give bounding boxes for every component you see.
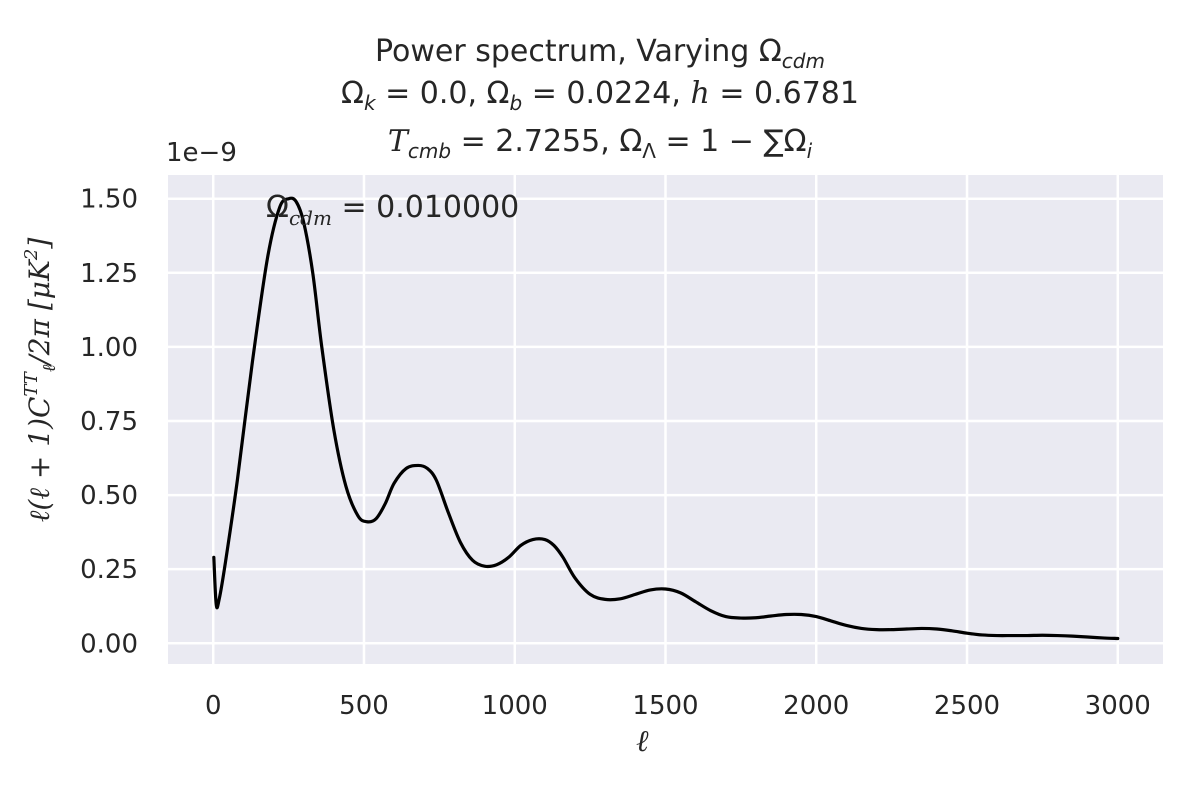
y-tick-label: 0.75 [80, 407, 138, 437]
omega-b-symbol: Ω [486, 76, 510, 111]
h-value: = 0.6781 [709, 76, 859, 111]
y-label-sup2: 2 [21, 248, 42, 261]
omega-lambda-symbol: Ω [619, 124, 643, 159]
title-text: Power spectrum, Varying Ω [375, 34, 782, 69]
x-tick-label: 1000 [482, 691, 548, 721]
y-label-part: ℓ(ℓ + 1)C [23, 396, 56, 523]
y-label-sub: ℓ [39, 364, 60, 373]
x-tick-label: 1500 [632, 691, 698, 721]
x-tick-label: 500 [339, 691, 389, 721]
omega-b-subscript: b [509, 91, 523, 115]
title-line-3: Tcmb = 2.7255, ΩΛ = 1 − ∑Ωi [0, 124, 1200, 161]
x-tick-labels: 0 500 1000 1500 2000 2500 3000 [205, 691, 1151, 721]
t-value: = 2.7255, [451, 124, 620, 159]
y-label-part2: /2π [μK [23, 260, 56, 365]
y-label-part3: ] [23, 237, 56, 249]
x-tick-label: 3000 [1085, 691, 1151, 721]
y-axis-label-wrap: ℓ(ℓ + 1)CTTℓ/2π [μK2] [20, 160, 60, 600]
y-tick-label: 1.00 [80, 333, 138, 363]
omega-b-value: = 0.0224, [522, 76, 691, 111]
omega-lambda-value: = 1 − ∑Ω [655, 124, 807, 159]
annotation-symbol: Ω [266, 190, 289, 225]
y-tick-labels: 0.00 0.25 0.50 0.75 1.00 1.25 1.50 [80, 185, 138, 660]
omega-k-subscript: k [363, 91, 376, 115]
grid [168, 175, 1163, 664]
annotation-value: = 0.010000 [331, 190, 520, 225]
series-line [212, 196, 1120, 641]
sum-subscript: i [806, 139, 813, 163]
y-tick-label: 1.25 [80, 259, 138, 289]
y-axis-label: ℓ(ℓ + 1)CTTℓ/2π [μK2] [21, 237, 60, 523]
x-axis-label: ℓ [636, 724, 649, 759]
title-subscript: cdm [781, 49, 825, 73]
x-tick-label: 2000 [783, 691, 849, 721]
x-tick-label: 0 [205, 691, 222, 721]
h-symbol: h [690, 76, 710, 111]
y-tick-label: 1.50 [80, 185, 138, 215]
title-line-1: Power spectrum, Varying Ωcdm [0, 34, 1200, 71]
t-symbol: T [387, 124, 408, 159]
title-line-2: Ωk = 0.0, Ωb = 0.0224, h = 0.6781 [0, 76, 1200, 113]
y-tick-label: 0.50 [80, 481, 138, 511]
omega-k-symbol: Ω [341, 76, 364, 111]
y-label-sup: TT [21, 372, 42, 397]
t-subscript: cmb [407, 139, 452, 163]
y-axis-multiplier: 1e−9 [166, 138, 237, 168]
omega-k-value: = 0.0, [375, 76, 487, 111]
x-tick-label: 2500 [934, 691, 1000, 721]
annotation-subscript: cdm [288, 206, 332, 230]
y-tick-label: 0.00 [80, 629, 138, 659]
y-tick-label: 0.25 [80, 555, 138, 585]
cdm-annotation: Ωcdm = 0.010000 [266, 190, 520, 228]
omega-lambda-subscript: Λ [642, 139, 656, 163]
